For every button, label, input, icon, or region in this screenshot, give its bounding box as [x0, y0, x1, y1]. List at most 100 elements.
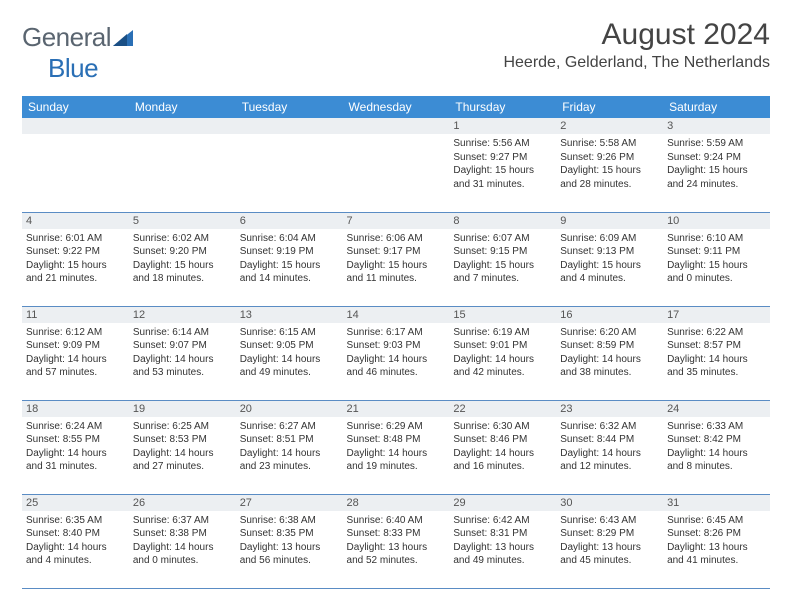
day-content: Sunrise: 6:29 AMSunset: 8:48 PMDaylight:… — [343, 417, 450, 478]
daylight-line: Daylight: 14 hours and 19 minutes. — [347, 447, 446, 474]
day-content: Sunrise: 6:19 AMSunset: 9:01 PMDaylight:… — [449, 323, 556, 384]
day-number-bar — [236, 118, 343, 134]
calendar-day-cell: 22Sunrise: 6:30 AMSunset: 8:46 PMDayligh… — [449, 400, 556, 494]
daylight-line: Daylight: 14 hours and 4 minutes. — [26, 541, 125, 568]
day-content: Sunrise: 6:15 AMSunset: 9:05 PMDaylight:… — [236, 323, 343, 384]
day-content: Sunrise: 6:02 AMSunset: 9:20 PMDaylight:… — [129, 229, 236, 290]
sunrise-line: Sunrise: 5:59 AM — [667, 137, 766, 151]
day-content: Sunrise: 6:43 AMSunset: 8:29 PMDaylight:… — [556, 511, 663, 572]
weekday-header: Thursday — [449, 96, 556, 118]
sunrise-line: Sunrise: 6:09 AM — [560, 232, 659, 246]
day-number-bar — [22, 118, 129, 134]
logo-text-2: Blue — [48, 53, 98, 83]
location-subtitle: Heerde, Gelderland, The Netherlands — [503, 54, 770, 72]
daylight-line: Daylight: 14 hours and 0 minutes. — [133, 541, 232, 568]
day-number: 31 — [663, 495, 770, 511]
sunrise-line: Sunrise: 6:24 AM — [26, 420, 125, 434]
weekday-header: Sunday — [22, 96, 129, 118]
day-number: 27 — [236, 495, 343, 511]
day-content: Sunrise: 6:20 AMSunset: 8:59 PMDaylight:… — [556, 323, 663, 384]
calendar-day-cell: 31Sunrise: 6:45 AMSunset: 8:26 PMDayligh… — [663, 494, 770, 588]
sunset-line: Sunset: 8:55 PM — [26, 433, 125, 447]
logo-triangle-icon — [113, 22, 133, 53]
day-content: Sunrise: 6:09 AMSunset: 9:13 PMDaylight:… — [556, 229, 663, 290]
month-title: August 2024 — [503, 18, 770, 52]
sunset-line: Sunset: 9:03 PM — [347, 339, 446, 353]
sunrise-line: Sunrise: 6:20 AM — [560, 326, 659, 340]
daylight-line: Daylight: 15 hours and 7 minutes. — [453, 259, 552, 286]
day-number: 30 — [556, 495, 663, 511]
day-number: 12 — [129, 307, 236, 323]
calendar-day-cell — [343, 118, 450, 212]
calendar-day-cell: 25Sunrise: 6:35 AMSunset: 8:40 PMDayligh… — [22, 494, 129, 588]
sunrise-line: Sunrise: 6:45 AM — [667, 514, 766, 528]
daylight-line: Daylight: 13 hours and 52 minutes. — [347, 541, 446, 568]
calendar-day-cell: 17Sunrise: 6:22 AMSunset: 8:57 PMDayligh… — [663, 306, 770, 400]
daylight-line: Daylight: 14 hours and 31 minutes. — [26, 447, 125, 474]
sunset-line: Sunset: 9:11 PM — [667, 245, 766, 259]
day-number: 22 — [449, 401, 556, 417]
sunset-line: Sunset: 8:57 PM — [667, 339, 766, 353]
daylight-line: Daylight: 14 hours and 8 minutes. — [667, 447, 766, 474]
calendar-day-cell — [129, 118, 236, 212]
daylight-line: Daylight: 15 hours and 24 minutes. — [667, 164, 766, 191]
sunset-line: Sunset: 8:33 PM — [347, 527, 446, 541]
sunset-line: Sunset: 8:35 PM — [240, 527, 339, 541]
sunrise-line: Sunrise: 6:42 AM — [453, 514, 552, 528]
calendar-day-cell: 30Sunrise: 6:43 AMSunset: 8:29 PMDayligh… — [556, 494, 663, 588]
sunrise-line: Sunrise: 6:40 AM — [347, 514, 446, 528]
day-number: 24 — [663, 401, 770, 417]
sunset-line: Sunset: 8:40 PM — [26, 527, 125, 541]
weekday-header: Tuesday — [236, 96, 343, 118]
sunrise-line: Sunrise: 6:01 AM — [26, 232, 125, 246]
calendar-day-cell — [22, 118, 129, 212]
sunrise-line: Sunrise: 6:33 AM — [667, 420, 766, 434]
sunset-line: Sunset: 8:29 PM — [560, 527, 659, 541]
daylight-line: Daylight: 14 hours and 23 minutes. — [240, 447, 339, 474]
day-number: 8 — [449, 213, 556, 229]
title-block: August 2024 Heerde, Gelderland, The Neth… — [503, 18, 770, 72]
sunset-line: Sunset: 8:53 PM — [133, 433, 232, 447]
day-content: Sunrise: 6:45 AMSunset: 8:26 PMDaylight:… — [663, 511, 770, 572]
day-number: 3 — [663, 118, 770, 134]
sunrise-line: Sunrise: 6:43 AM — [560, 514, 659, 528]
day-number: 11 — [22, 307, 129, 323]
day-content: Sunrise: 6:14 AMSunset: 9:07 PMDaylight:… — [129, 323, 236, 384]
weekday-header: Wednesday — [343, 96, 450, 118]
calendar-day-cell: 27Sunrise: 6:38 AMSunset: 8:35 PMDayligh… — [236, 494, 343, 588]
day-content: Sunrise: 6:33 AMSunset: 8:42 PMDaylight:… — [663, 417, 770, 478]
calendar-table: Sunday Monday Tuesday Wednesday Thursday… — [22, 96, 770, 589]
sunrise-line: Sunrise: 6:02 AM — [133, 232, 232, 246]
day-number-bar — [129, 118, 236, 134]
calendar-day-cell: 4Sunrise: 6:01 AMSunset: 9:22 PMDaylight… — [22, 212, 129, 306]
day-number: 29 — [449, 495, 556, 511]
sunrise-line: Sunrise: 6:25 AM — [133, 420, 232, 434]
day-content: Sunrise: 6:22 AMSunset: 8:57 PMDaylight:… — [663, 323, 770, 384]
sunset-line: Sunset: 9:19 PM — [240, 245, 339, 259]
calendar-day-cell: 12Sunrise: 6:14 AMSunset: 9:07 PMDayligh… — [129, 306, 236, 400]
day-content: Sunrise: 6:40 AMSunset: 8:33 PMDaylight:… — [343, 511, 450, 572]
day-number: 28 — [343, 495, 450, 511]
calendar-day-cell: 6Sunrise: 6:04 AMSunset: 9:19 PMDaylight… — [236, 212, 343, 306]
daylight-line: Daylight: 14 hours and 42 minutes. — [453, 353, 552, 380]
sunrise-line: Sunrise: 6:12 AM — [26, 326, 125, 340]
calendar-day-cell: 26Sunrise: 6:37 AMSunset: 8:38 PMDayligh… — [129, 494, 236, 588]
calendar-week-row: 25Sunrise: 6:35 AMSunset: 8:40 PMDayligh… — [22, 494, 770, 588]
sunrise-line: Sunrise: 6:29 AM — [347, 420, 446, 434]
day-content: Sunrise: 5:59 AMSunset: 9:24 PMDaylight:… — [663, 134, 770, 195]
calendar-day-cell: 10Sunrise: 6:10 AMSunset: 9:11 PMDayligh… — [663, 212, 770, 306]
calendar-day-cell: 28Sunrise: 6:40 AMSunset: 8:33 PMDayligh… — [343, 494, 450, 588]
day-number: 1 — [449, 118, 556, 134]
daylight-line: Daylight: 14 hours and 46 minutes. — [347, 353, 446, 380]
sunrise-line: Sunrise: 5:56 AM — [453, 137, 552, 151]
sunrise-line: Sunrise: 6:15 AM — [240, 326, 339, 340]
sunset-line: Sunset: 8:51 PM — [240, 433, 339, 447]
sunset-line: Sunset: 8:42 PM — [667, 433, 766, 447]
logo-text-1: General — [22, 22, 111, 52]
day-content: Sunrise: 6:07 AMSunset: 9:15 PMDaylight:… — [449, 229, 556, 290]
daylight-line: Daylight: 13 hours and 41 minutes. — [667, 541, 766, 568]
calendar-day-cell: 7Sunrise: 6:06 AMSunset: 9:17 PMDaylight… — [343, 212, 450, 306]
day-content: Sunrise: 6:32 AMSunset: 8:44 PMDaylight:… — [556, 417, 663, 478]
calendar-week-row: 11Sunrise: 6:12 AMSunset: 9:09 PMDayligh… — [22, 306, 770, 400]
day-number: 10 — [663, 213, 770, 229]
